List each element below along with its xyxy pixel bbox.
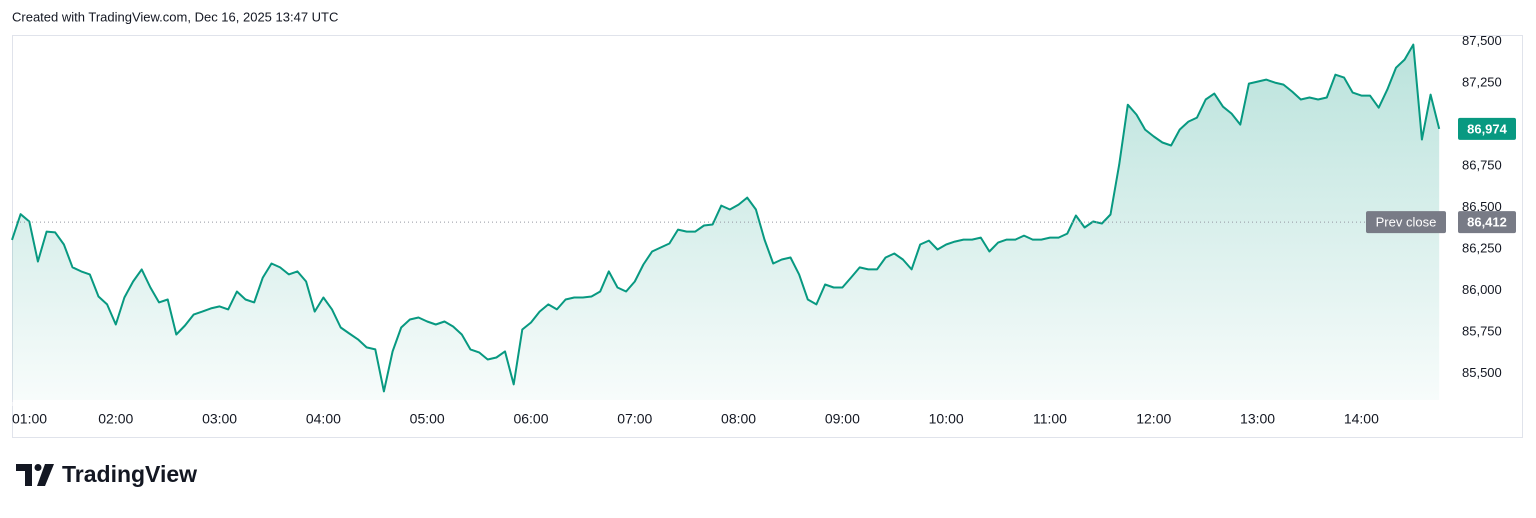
x-tick-label: 07:00 (617, 411, 652, 427)
header-text: Created with TradingView.com, Dec 16, 20… (12, 9, 338, 24)
prev-close-value: 86,412 (1467, 215, 1507, 230)
y-tick-label: 85,750 (1462, 323, 1502, 338)
logo-slash (37, 464, 54, 486)
x-tick-label: 08:00 (721, 411, 756, 427)
y-tick-label: 86,500 (1462, 199, 1502, 214)
y-tick-label: 86,000 (1462, 282, 1502, 297)
x-tick-label: 09:00 (825, 411, 860, 427)
y-tick-label: 85,500 (1462, 365, 1502, 380)
prev-close-value-box (1458, 211, 1516, 234)
y-tick-label: 87,250 (1462, 75, 1502, 90)
x-tick-label: 03:00 (202, 411, 237, 427)
x-tick-label: 05:00 (410, 411, 445, 427)
brand-name: TradingView (62, 461, 197, 487)
y-tick-label: 87,500 (1462, 33, 1502, 48)
x-tick-label: 11:00 (1033, 411, 1067, 427)
y-tick-label: 86,750 (1462, 158, 1502, 173)
last-price-label: 86,974 (1467, 121, 1508, 136)
x-tick-label: 06:00 (513, 411, 548, 427)
x-tick-label: 13:00 (1240, 411, 1275, 427)
area-fill (12, 44, 1440, 400)
logo-mark (16, 464, 32, 486)
last-price-box (1458, 117, 1516, 140)
x-tick-label: 10:00 (929, 411, 964, 427)
plot-area: 85,500 85,750 86,000 86,250 86,500 86,750 87,2… (11, 33, 1516, 427)
x-tick-label: 01:00 (12, 411, 47, 427)
price-line (11, 43, 1441, 393)
x-tick-label: 04:00 (306, 411, 341, 427)
x-tick-label: 02:00 (98, 411, 133, 427)
x-tick-label: 12:00 (1136, 411, 1171, 427)
prev-close-title: Prev close (1376, 215, 1437, 230)
logo-dot (34, 464, 42, 471)
x-tick-label: 14:00 (1344, 411, 1379, 427)
brand-logo: TradingView (16, 461, 197, 487)
y-tick-label: 86,250 (1462, 240, 1502, 255)
prev-close-title-box (1366, 211, 1446, 234)
